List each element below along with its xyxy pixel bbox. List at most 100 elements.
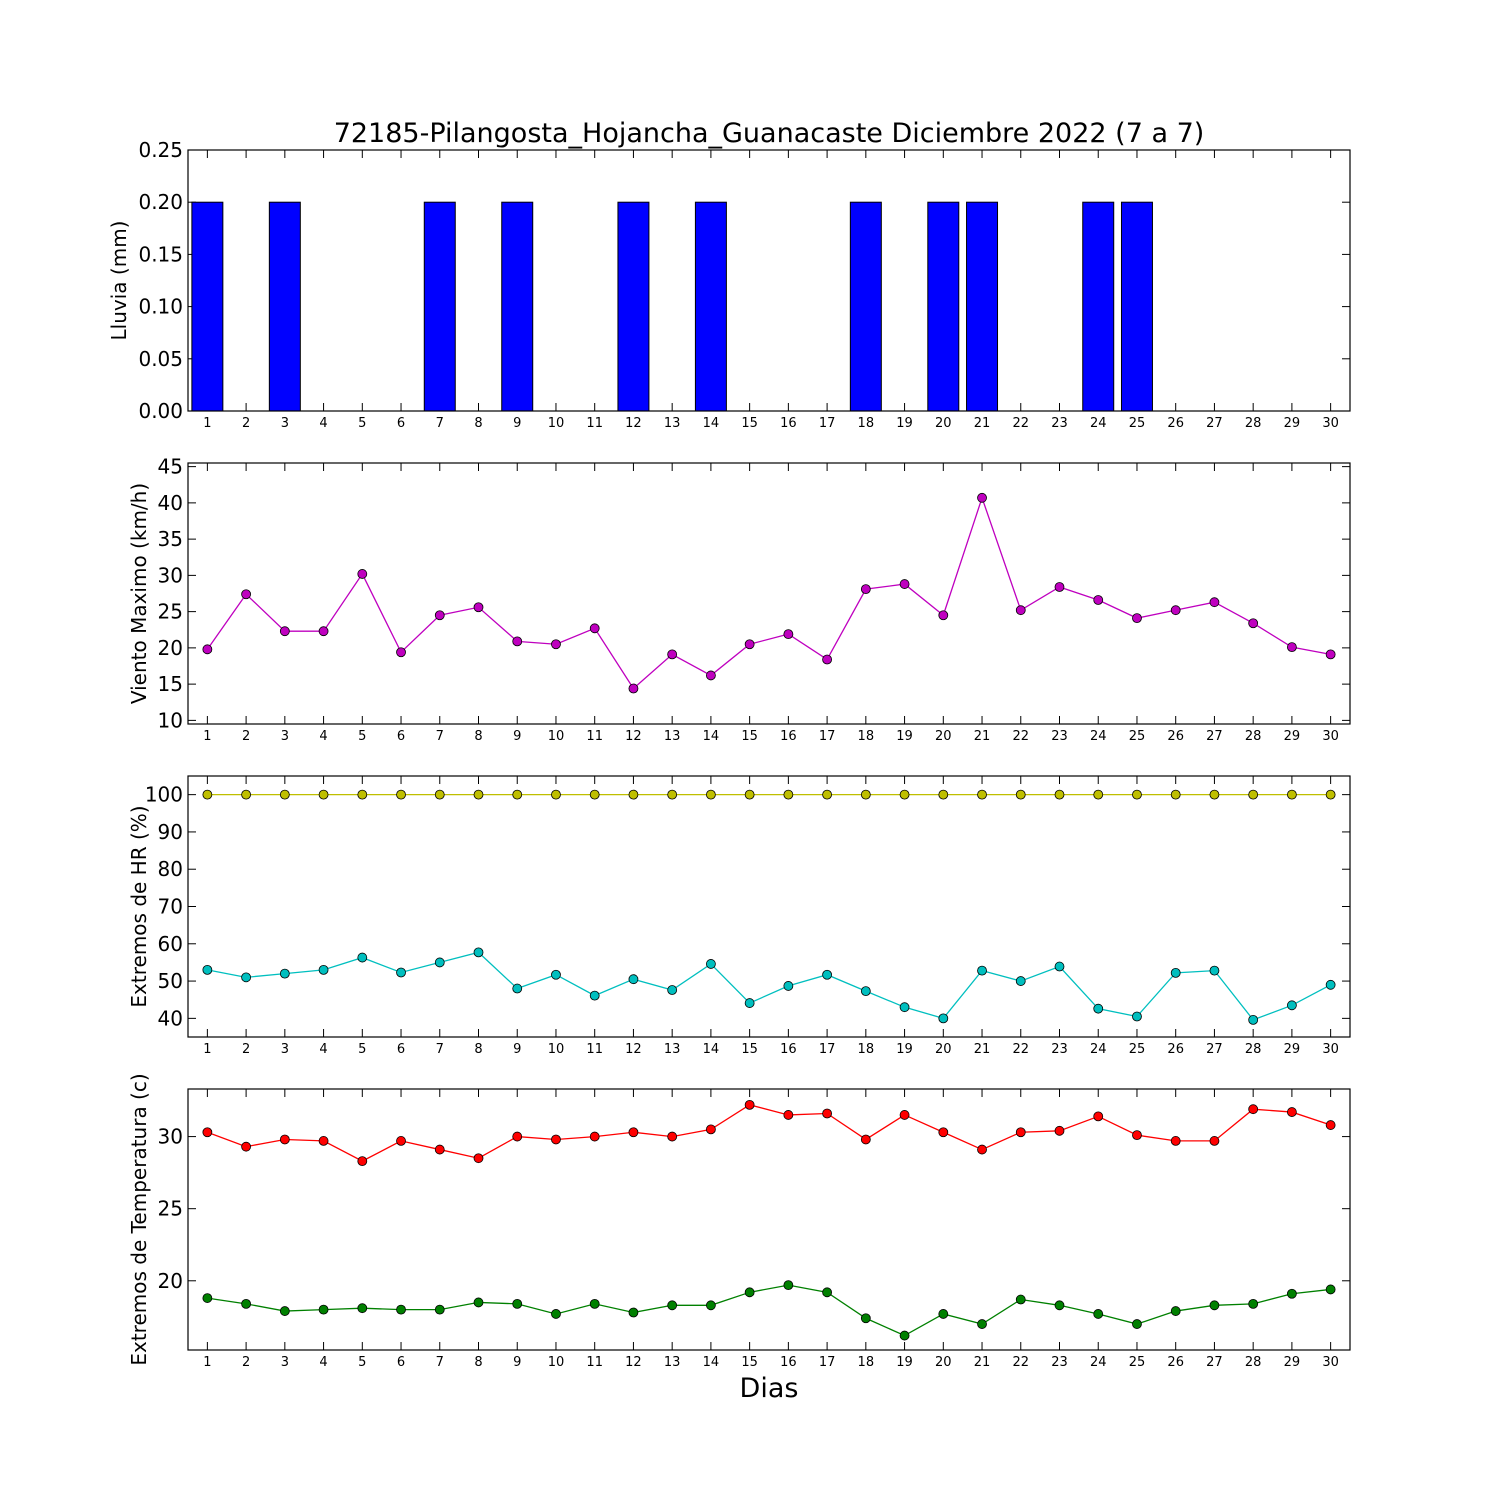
x-tick-label: 7 xyxy=(436,416,444,431)
x-tick-label: 6 xyxy=(397,1042,405,1057)
data-point xyxy=(1287,1107,1297,1117)
y-tick-label: 30 xyxy=(158,563,183,587)
data-point xyxy=(512,983,523,994)
x-tick-label: 22 xyxy=(1012,729,1029,744)
x-tick-label: 26 xyxy=(1167,416,1184,431)
x-tick-label: 27 xyxy=(1206,1042,1223,1057)
data-point xyxy=(1287,1288,1297,1299)
data-point xyxy=(783,789,794,800)
data-point xyxy=(396,1136,406,1146)
x-tick-label: 30 xyxy=(1322,416,1339,431)
series-line-2 xyxy=(207,951,1331,1021)
data-point xyxy=(744,789,755,800)
data-point xyxy=(434,957,445,968)
data-point xyxy=(1287,642,1297,653)
x-tick-label: 30 xyxy=(1322,729,1339,744)
data-point xyxy=(551,1309,561,1319)
x-tick-label: 18 xyxy=(858,1355,875,1370)
data-point xyxy=(1015,789,1026,800)
data-point xyxy=(1325,1120,1336,1130)
x-tick-label: 4 xyxy=(319,729,327,744)
x-tick-label: 2 xyxy=(242,1355,250,1370)
data-point xyxy=(744,639,755,650)
data-point xyxy=(706,789,716,800)
data-point xyxy=(977,492,987,503)
x-tick-label: 18 xyxy=(858,729,875,744)
x-tick-label: 19 xyxy=(896,416,913,431)
data-point xyxy=(279,968,290,979)
x-tick-label: 15 xyxy=(741,416,758,431)
data-point xyxy=(1209,1300,1220,1311)
x-tick-label: 19 xyxy=(896,729,913,744)
data-point xyxy=(241,1141,252,1152)
data-point xyxy=(1170,1136,1181,1146)
x-tick-label: 22 xyxy=(1012,1355,1029,1370)
x-tick-label: 29 xyxy=(1284,729,1301,744)
data-point xyxy=(1015,1127,1026,1138)
bar xyxy=(1120,201,1153,412)
x-tick-label: 1 xyxy=(203,1042,211,1057)
x-tick-label: 7 xyxy=(436,729,444,744)
x-tick-label: 8 xyxy=(474,1355,482,1370)
data-point xyxy=(434,610,445,621)
data-point xyxy=(899,579,910,589)
y-tick-label: 60 xyxy=(158,932,183,956)
x-tick-label: 5 xyxy=(358,416,366,431)
data-point xyxy=(1325,979,1336,990)
data-point xyxy=(667,985,678,995)
data-point xyxy=(1325,789,1336,800)
x-tick-label: 12 xyxy=(625,729,642,744)
data-point xyxy=(396,1304,406,1315)
data-point xyxy=(1093,1111,1104,1122)
data-point xyxy=(860,986,871,997)
x-tick-label: 14 xyxy=(703,1355,720,1370)
data-point xyxy=(1209,965,1220,976)
y-tick-label: 70 xyxy=(158,895,183,919)
x-tick-label: 1 xyxy=(203,729,211,744)
data-point xyxy=(551,1134,561,1145)
data-point xyxy=(589,1131,600,1142)
y-tick-label: 40 xyxy=(158,1006,183,1030)
data-point xyxy=(860,1134,871,1145)
data-point xyxy=(279,626,290,637)
y-tick-label: 80 xyxy=(158,857,183,881)
x-tick-label: 23 xyxy=(1051,729,1068,744)
x-tick-label: 20 xyxy=(935,729,952,744)
data-point xyxy=(241,589,252,600)
x-tick-label: 20 xyxy=(935,1042,952,1057)
data-point xyxy=(977,965,987,976)
x-tick-label: 18 xyxy=(858,1042,875,1057)
y-tick-label: 40 xyxy=(158,491,183,515)
data-point xyxy=(202,964,213,975)
x-tick-label: 4 xyxy=(319,416,327,431)
x-tick-label: 24 xyxy=(1090,729,1107,744)
data-point xyxy=(512,636,523,647)
data-point xyxy=(628,974,639,985)
x-tick-label: 21 xyxy=(974,729,991,744)
x-tick-label: 18 xyxy=(858,416,875,431)
y-axis-label: Viento Maximo (km/h) xyxy=(127,483,151,704)
data-point xyxy=(1093,789,1104,800)
x-tick-label: 28 xyxy=(1245,729,1262,744)
x-tick-label: 25 xyxy=(1129,1355,1146,1370)
y-tick-label: 50 xyxy=(158,969,183,993)
x-tick-label: 16 xyxy=(780,1355,797,1370)
data-point xyxy=(744,1099,755,1110)
data-point xyxy=(434,1304,445,1315)
data-point xyxy=(899,789,910,800)
x-tick-label: 5 xyxy=(358,1355,366,1370)
data-point xyxy=(396,789,406,800)
x-tick-label: 21 xyxy=(974,1355,991,1370)
y-tick-label: 100 xyxy=(145,783,183,807)
x-tick-label: 10 xyxy=(548,1042,565,1057)
data-point xyxy=(1093,1003,1104,1014)
data-point xyxy=(667,789,678,800)
chart-title: 72185-Pilangosta_Hojancha_Guanacaste Dic… xyxy=(334,118,1205,149)
data-point xyxy=(1093,1309,1104,1319)
data-point xyxy=(318,789,329,800)
x-tick-label: 7 xyxy=(436,1355,444,1370)
x-tick-label: 9 xyxy=(513,729,521,744)
series-line-2 xyxy=(207,1284,1331,1337)
